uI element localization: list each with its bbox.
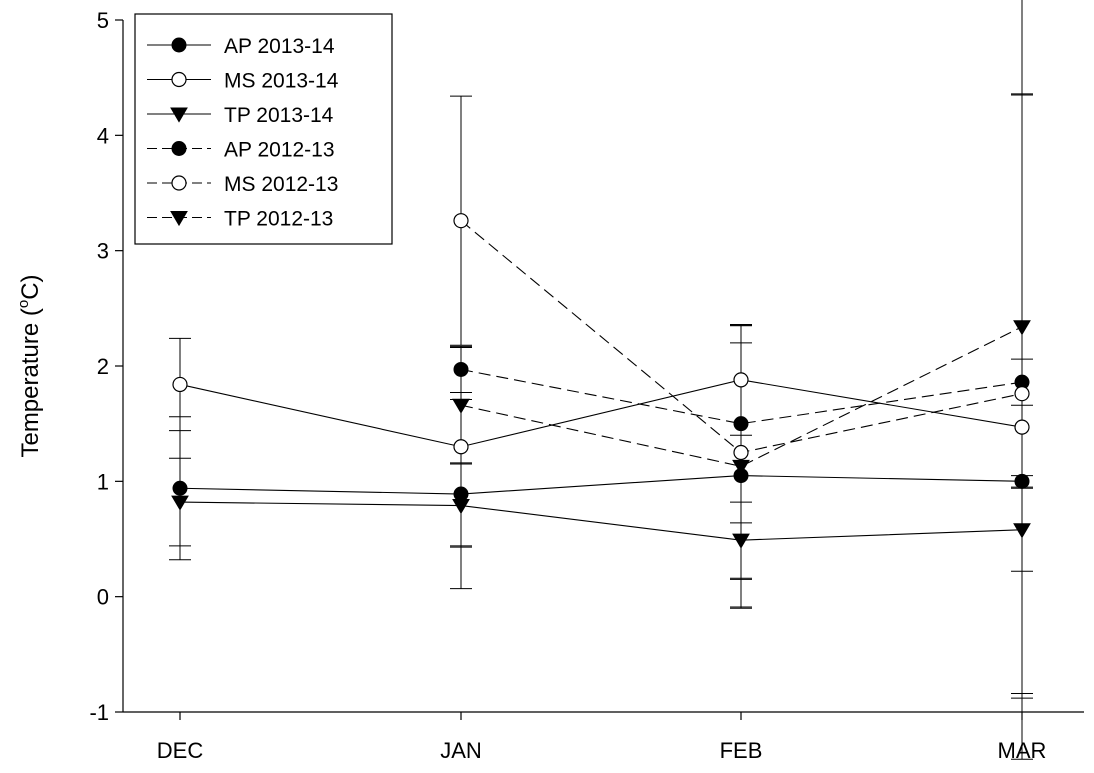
- legend-label: MS 2013-14: [224, 70, 339, 93]
- data-point: [172, 376, 188, 393]
- legend-marker: [171, 175, 187, 191]
- data-point: [172, 480, 188, 496]
- series-lines: [179, 220, 1023, 541]
- x-tick-label: JAN: [440, 738, 482, 763]
- x-tick-label: DEC: [157, 738, 204, 763]
- legend-label: TP 2013-14: [224, 104, 334, 127]
- legend-marker: [171, 141, 187, 156]
- x-tick-label: FEB: [720, 738, 763, 763]
- legend-marker: [171, 37, 187, 53]
- data-point: [452, 499, 470, 515]
- series-markers: [171, 213, 1031, 549]
- y-ticks: -1 0 1 2 3 4 5: [89, 8, 123, 725]
- x-ticks: DEC JAN FEB MAR: [157, 712, 1046, 763]
- data-point: [732, 533, 750, 549]
- y-tick-label: 4: [97, 123, 109, 148]
- data-point: [1014, 419, 1030, 435]
- y-tick-label: 0: [97, 585, 109, 610]
- legend-marker: [170, 211, 188, 227]
- data-point: [1014, 473, 1030, 489]
- series-line: [179, 501, 1023, 541]
- data-point: [453, 361, 469, 377]
- y-tick-label: 1: [97, 469, 109, 494]
- data-point: [1014, 386, 1030, 402]
- y-axis-label: Temperature (oC): [15, 274, 44, 457]
- series-line: [460, 368, 1023, 425]
- legend-marker: [171, 71, 187, 88]
- legend: AP 2013-14 MS 2013-14 TP 2013-14 AP 2012-13…: [134, 13, 393, 245]
- legend-label: AP 2012-13: [224, 139, 335, 162]
- data-point: [733, 444, 749, 461]
- data-point: [453, 439, 469, 455]
- series-line: [179, 379, 1023, 448]
- data-point: [733, 416, 749, 432]
- data-point: [452, 398, 470, 414]
- legend-marker: [170, 107, 188, 123]
- y-axis-label-suffix: C): [17, 274, 44, 299]
- data-point: [1013, 320, 1031, 336]
- y-tick-label: 5: [97, 8, 109, 33]
- y-axis-label-prefix: Temperature (: [17, 308, 44, 457]
- y-axis-label-superscript: o: [15, 300, 32, 308]
- data-point: [733, 372, 749, 388]
- legend-label: MS 2012-13: [224, 173, 338, 196]
- y-tick-label: 3: [97, 239, 109, 264]
- y-tick-label: 2: [97, 354, 109, 379]
- legend-label: AP 2013-14: [224, 35, 335, 58]
- data-point: [732, 459, 750, 475]
- series-line: [179, 475, 1023, 495]
- data-point: [453, 213, 469, 229]
- data-point: [171, 495, 189, 511]
- data-point: [1013, 523, 1031, 539]
- legend-label: TP 2012-13: [224, 208, 333, 231]
- series-line: [460, 326, 1023, 467]
- y-tick-label: -1: [89, 700, 109, 725]
- data-point: [453, 486, 469, 502]
